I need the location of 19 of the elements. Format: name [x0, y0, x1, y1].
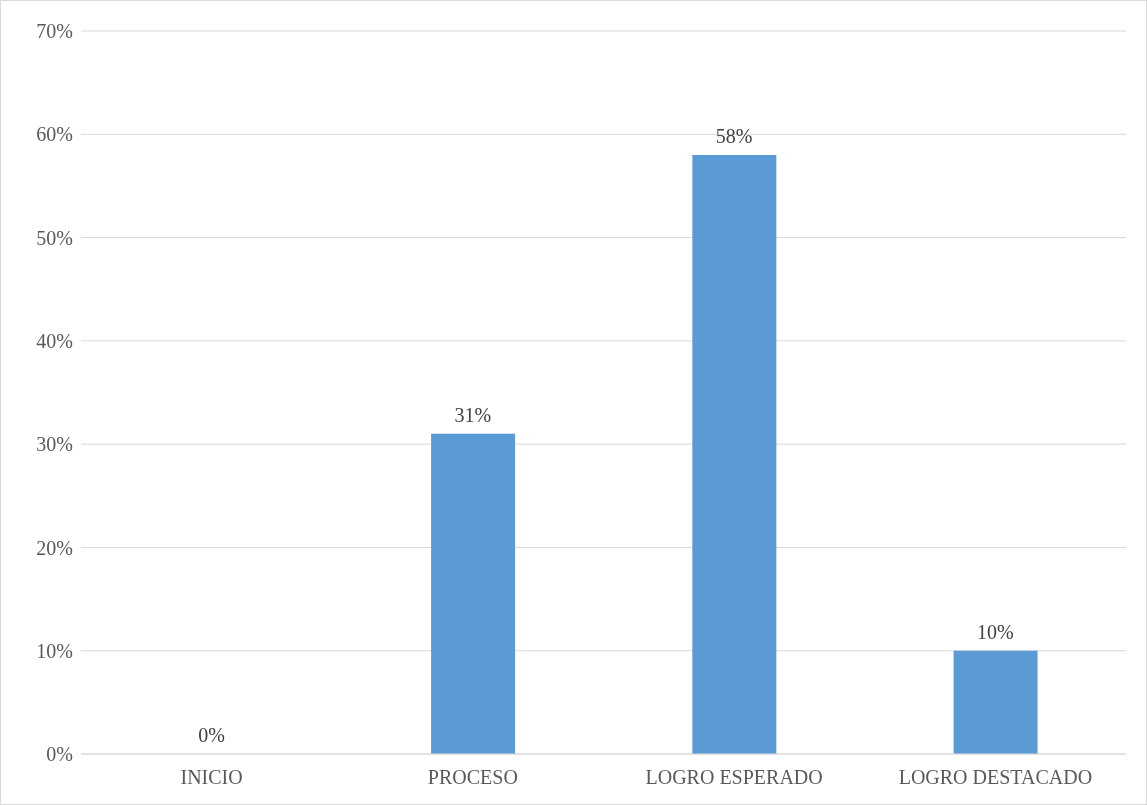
x-tick-label: LOGRO ESPERADO: [645, 766, 823, 789]
y-tick-label: 0%: [46, 743, 73, 766]
y-tick-label: 40%: [36, 329, 73, 352]
x-tick-label: PROCESO: [427, 766, 518, 789]
x-tick-label: LOGRO DESTACADO: [898, 766, 1093, 789]
data-label: 0%: [198, 724, 225, 746]
y-tick-label: 70%: [36, 20, 73, 43]
y-tick-label: 10%: [36, 639, 73, 662]
bar: [431, 433, 516, 754]
y-tick-label: 20%: [36, 536, 73, 559]
x-tick-label: INICIO: [180, 766, 243, 789]
data-label: 31%: [454, 403, 492, 426]
bar: [953, 650, 1038, 754]
bar: [692, 154, 777, 754]
y-tick-label: 50%: [36, 226, 73, 249]
data-label: 10%: [977, 620, 1014, 643]
y-tick-label: 60%: [36, 123, 73, 146]
data-label: 58%: [715, 124, 753, 147]
y-tick-label: 30%: [36, 433, 73, 456]
